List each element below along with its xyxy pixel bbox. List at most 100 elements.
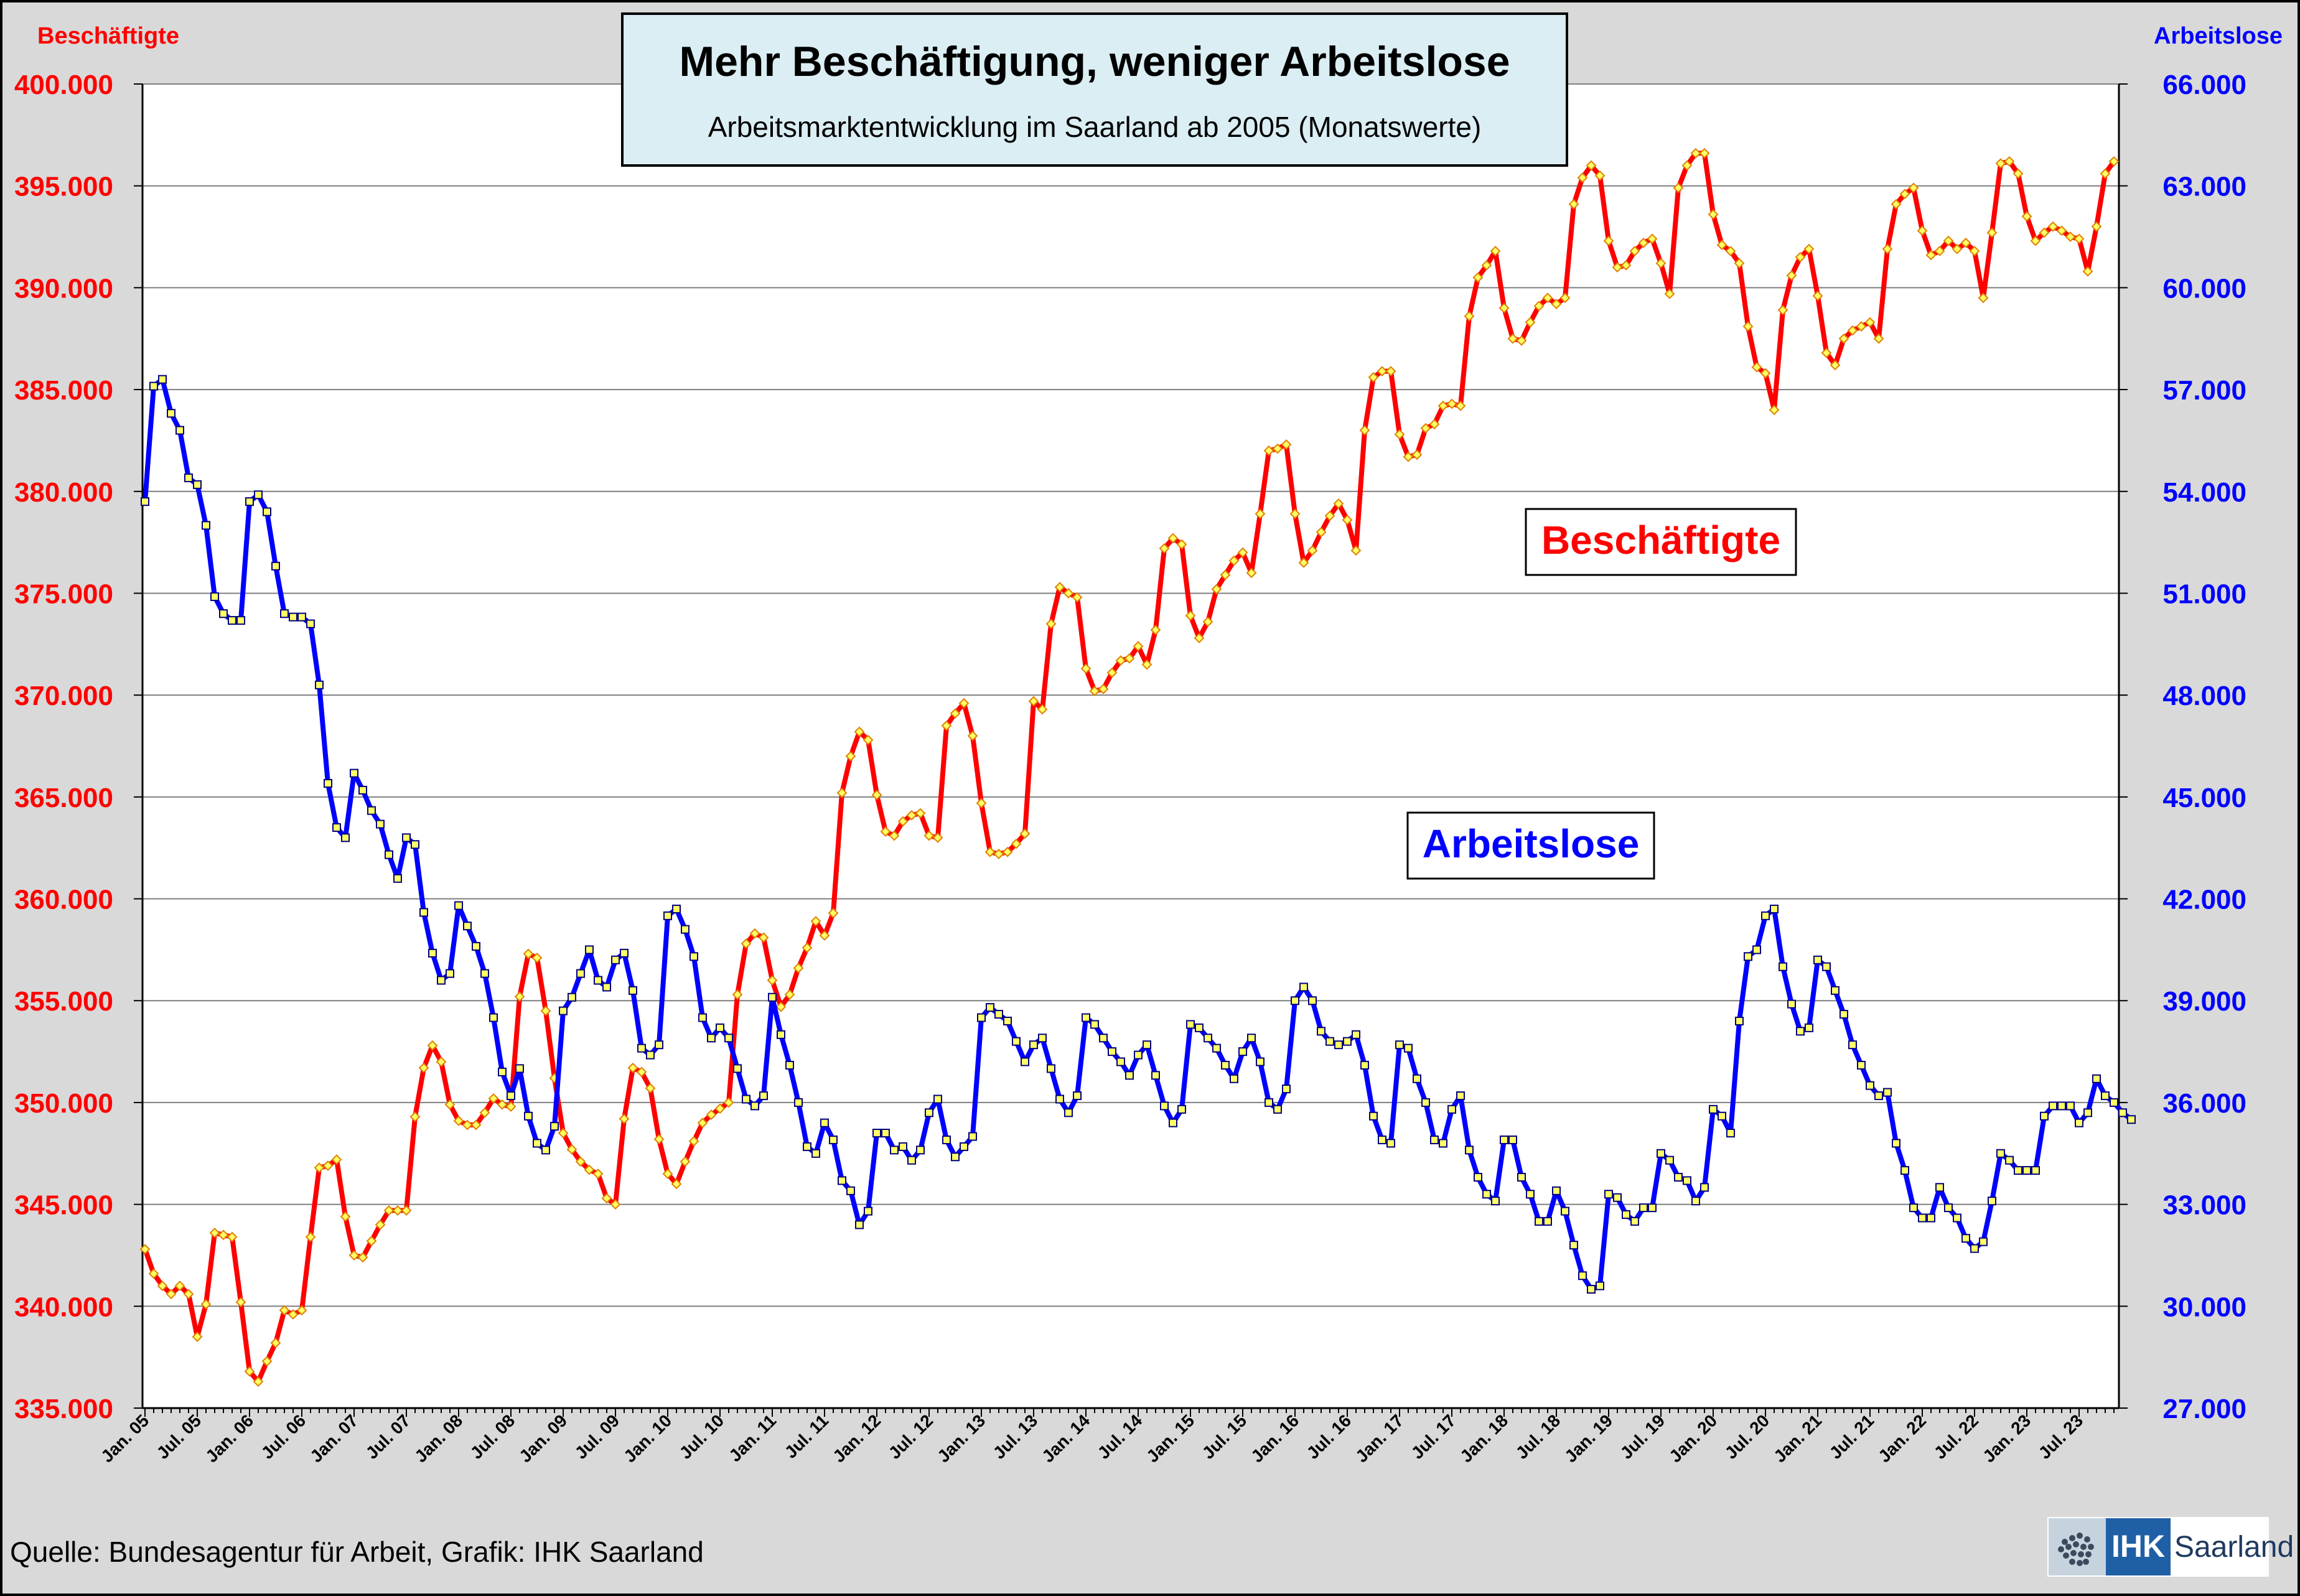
y-tick-label-right: 63.000	[2162, 172, 2246, 202]
data-point	[383, 1205, 395, 1216]
data-point	[723, 1097, 734, 1108]
data-point	[236, 616, 245, 625]
data-point	[584, 1164, 595, 1175]
data-point	[1211, 584, 1222, 595]
data-point	[1220, 569, 1231, 581]
data-point	[1995, 158, 2006, 169]
data-point	[1517, 1172, 1526, 1182]
data-point	[1054, 582, 1065, 593]
data-point	[1368, 372, 1379, 383]
data-point	[1838, 333, 1849, 344]
data-point	[1761, 911, 1770, 920]
data-point	[358, 785, 367, 795]
data-point	[559, 1006, 568, 1015]
data-point	[183, 1289, 194, 1300]
data-point	[1394, 429, 1405, 440]
data-point	[1508, 1135, 1517, 1144]
data-point	[1777, 304, 1788, 315]
data-point	[1883, 1088, 1892, 1097]
data-point	[1830, 360, 1841, 371]
y-tick-label-right: 51.000	[2162, 579, 2246, 609]
data-point	[1141, 659, 1152, 670]
data-point	[829, 1135, 838, 1144]
data-point	[663, 911, 672, 920]
data-point	[1577, 172, 1588, 184]
data-point	[279, 1305, 290, 1316]
data-point	[1683, 1176, 1691, 1185]
data-point	[2101, 1091, 2110, 1101]
data-point	[1202, 616, 1213, 627]
data-point	[1848, 1040, 1857, 1050]
data-point	[340, 1211, 351, 1222]
data-point	[297, 612, 306, 622]
data-point	[533, 1139, 541, 1148]
data-point	[1324, 510, 1335, 521]
data-point	[1080, 663, 1092, 674]
data-point	[332, 823, 341, 832]
data-point	[2040, 1111, 2049, 1121]
data-point	[235, 1297, 246, 1308]
data-point	[1028, 696, 1039, 707]
data-point	[1629, 246, 1640, 256]
data-point	[1063, 588, 1074, 599]
data-point	[540, 1006, 551, 1017]
series-label-box-arbeitslose	[1406, 811, 1655, 880]
data-point	[210, 592, 219, 601]
data-point	[1734, 258, 1745, 269]
data-point	[1909, 1203, 1918, 1213]
data-point	[1708, 209, 1719, 220]
data-point	[498, 1067, 507, 1076]
data-point	[453, 1115, 464, 1126]
data-point	[575, 1156, 586, 1167]
data-point	[192, 1332, 203, 1342]
data-point	[802, 942, 813, 953]
data-point	[645, 1083, 656, 1094]
data-point	[1648, 1203, 1657, 1213]
y-axis-left: 335.000 340.000 345.000 350.000 355.000 360.0…	[14, 70, 144, 1424]
data-point	[941, 720, 952, 731]
data-point	[444, 1099, 456, 1110]
data-point	[1134, 1050, 1143, 1060]
title-box	[621, 12, 1568, 167]
y-tick-label-right: 66.000	[2162, 70, 2246, 100]
data-point	[1821, 347, 1832, 358]
data-point	[777, 1030, 785, 1039]
data-point	[1439, 1139, 1447, 1148]
data-point	[341, 833, 350, 842]
data-point	[1395, 1040, 1404, 1050]
y-tick-label-right: 42.000	[2162, 885, 2246, 915]
data-point	[1551, 299, 1562, 309]
data-point	[331, 1154, 342, 1165]
data-point	[1037, 704, 1048, 715]
data-point	[1709, 1104, 1718, 1114]
data-point	[855, 1220, 864, 1230]
data-point	[244, 1366, 255, 1377]
data-point	[1978, 292, 1989, 304]
data-point	[1500, 1135, 1508, 1144]
data-point	[1604, 1190, 1613, 1199]
data-point	[1298, 557, 1309, 568]
data-point	[139, 1244, 151, 1255]
data-point	[306, 619, 315, 628]
y-axis-left-title: Beschäftigte	[37, 23, 179, 49]
y-tick-label-right: 27.000	[2162, 1394, 2246, 1424]
data-point	[1630, 1216, 1639, 1226]
data-point	[750, 1101, 759, 1111]
y-tick-label-right: 36.000	[2162, 1088, 2246, 1119]
data-point	[925, 1108, 933, 1118]
data-point	[601, 1193, 612, 1204]
data-point	[219, 609, 228, 618]
data-point	[209, 1228, 220, 1238]
data-point	[1586, 160, 1597, 171]
data-point	[1151, 1071, 1160, 1080]
data-point	[1638, 237, 1649, 248]
data-point	[2110, 1098, 2118, 1107]
data-point	[724, 1034, 733, 1043]
y-tick-label-right: 33.000	[2162, 1190, 2246, 1221]
data-point	[488, 1093, 499, 1104]
data-point	[1369, 1111, 1378, 1121]
data-point	[1177, 1104, 1186, 1114]
data-point	[742, 1094, 750, 1104]
data-point	[1927, 1213, 1935, 1223]
data-point	[1770, 904, 1779, 913]
